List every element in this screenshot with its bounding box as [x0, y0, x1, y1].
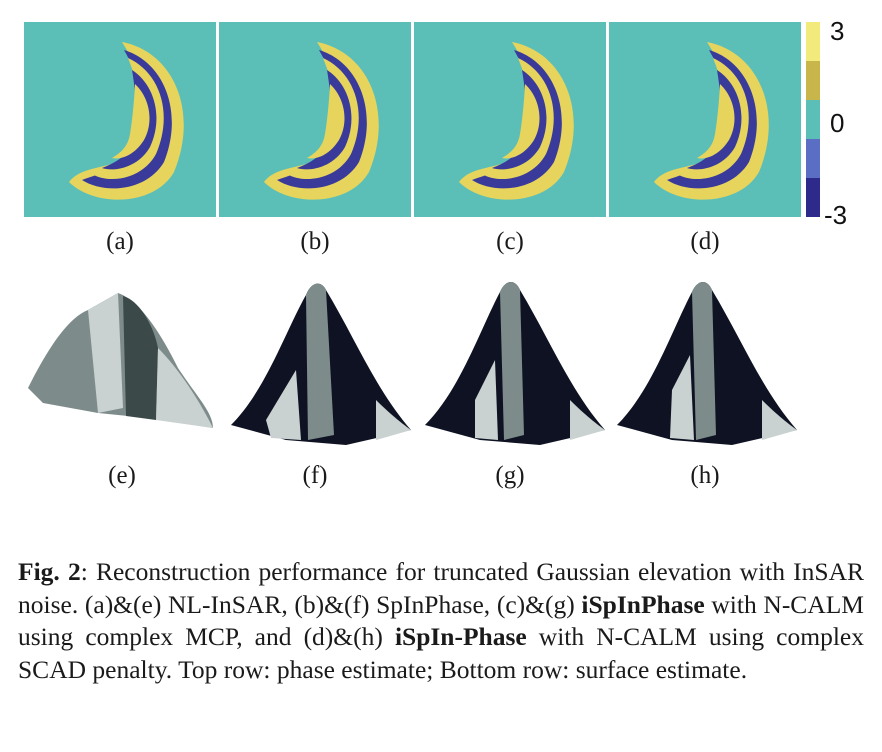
figure-caption: Fig. 2: Reconstruction performance for t…: [18, 556, 864, 686]
phase-spiral-d: [654, 42, 769, 200]
phase-panel-c: [414, 22, 606, 217]
caption-part2: with N-CALM using complex MCP, and (d)&(…: [18, 589, 864, 652]
colorbar-tick-max: 3: [830, 16, 845, 46]
colorbar-tick-zero: 0: [830, 108, 845, 138]
colorbar: [806, 22, 820, 217]
surface-panel-e: [28, 293, 213, 428]
colorbar-seg-4: [806, 139, 820, 178]
phase-spiral-a: [69, 42, 184, 200]
surface-panel-g: [425, 281, 605, 445]
label-b: (b): [300, 228, 330, 255]
caption-part3: with N-CALM using complex SCAD penalty. …: [18, 622, 864, 684]
caption-bold1: iSpInPhase: [581, 589, 705, 619]
colorbar-tick-min: -3: [824, 200, 848, 230]
label-e: (e): [108, 462, 136, 489]
surface-panel-f: [231, 283, 411, 445]
colorbar-seg-5: [806, 178, 820, 217]
phase-panel-a: [24, 22, 216, 217]
label-a: (a): [106, 228, 134, 255]
label-h: (h): [690, 462, 720, 489]
label-g: (g): [495, 462, 525, 489]
caption-fig-label: Fig. 2: [18, 557, 81, 586]
caption-bold2: iSpIn-Phase: [394, 622, 527, 651]
colorbar-seg-2: [806, 61, 820, 100]
label-c: (c): [496, 228, 524, 255]
colorbar-seg-3: [806, 100, 820, 139]
label-d: (d): [690, 228, 720, 255]
phase-spiral-c: [459, 42, 574, 200]
caption-part1: : Reconstruction performance for truncat…: [18, 557, 864, 619]
phase-panel-d: [609, 22, 801, 217]
colorbar-seg-1: [806, 22, 820, 61]
label-f: (f): [302, 462, 328, 489]
phase-spiral-b: [264, 42, 379, 200]
surface-panel-h: [617, 281, 797, 445]
phase-panel-b: [219, 22, 411, 217]
